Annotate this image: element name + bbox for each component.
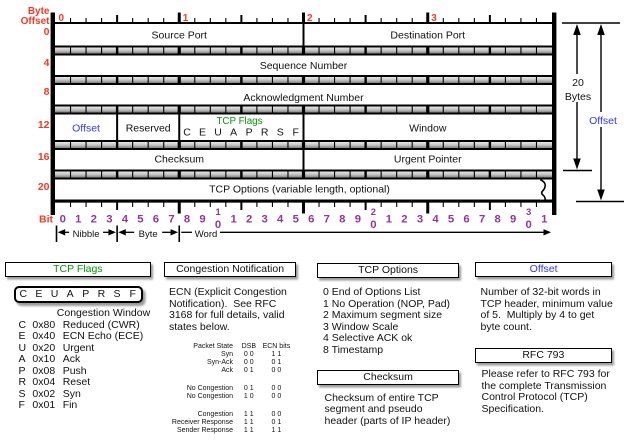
svg-text:16: 16: [38, 151, 50, 163]
svg-text:Offset: Offset: [589, 115, 617, 127]
svg-text:1: 1: [215, 207, 220, 217]
svg-text:3: 3: [417, 213, 423, 225]
svg-text:2: 2: [371, 207, 376, 217]
svg-text:8: 8: [184, 213, 190, 225]
svg-text:Urgent Pointer: Urgent Pointer: [394, 154, 462, 166]
svg-text:E: E: [199, 127, 206, 139]
svg-text:3: 3: [431, 13, 437, 24]
svg-text:20: 20: [572, 77, 584, 89]
svg-text:1: 1: [386, 213, 392, 225]
svg-text:3: 3: [262, 213, 268, 225]
svg-text:7: 7: [324, 213, 330, 225]
svg-text:2: 2: [91, 213, 97, 225]
svg-text:Source Port: Source Port: [152, 30, 208, 42]
svg-text:Byte: Byte: [139, 229, 158, 240]
svg-text:0: 0: [60, 213, 66, 225]
svg-text:9: 9: [355, 213, 361, 225]
svg-text:Acknowledgment Number: Acknowledgment Number: [243, 92, 364, 104]
svg-text:2: 2: [246, 213, 252, 225]
svg-text:4: 4: [432, 213, 439, 225]
svg-text:1: 1: [75, 213, 81, 225]
svg-text:3: 3: [106, 213, 112, 225]
svg-text:U: U: [214, 127, 222, 139]
svg-text:TCP Flags: TCP Flags: [216, 116, 262, 127]
svg-text:Bit: Bit: [39, 213, 54, 225]
svg-text:0: 0: [59, 13, 65, 24]
svg-text:12: 12: [38, 119, 50, 131]
svg-text:R: R: [261, 127, 269, 139]
svg-text:Bytes: Bytes: [565, 91, 591, 103]
svg-text:2: 2: [307, 13, 313, 24]
svg-text:Sequence Number: Sequence Number: [260, 60, 348, 72]
svg-text:0: 0: [370, 219, 376, 231]
svg-text:9: 9: [510, 213, 516, 225]
svg-text:8: 8: [339, 213, 345, 225]
svg-text:1: 1: [230, 213, 236, 225]
svg-text:5: 5: [137, 213, 143, 225]
svg-text:1: 1: [541, 213, 547, 225]
svg-text:P: P: [246, 127, 253, 139]
svg-text:2: 2: [401, 213, 407, 225]
svg-text:A: A: [230, 127, 237, 139]
svg-text:5: 5: [293, 213, 299, 225]
svg-text:S: S: [277, 127, 284, 139]
svg-text:1: 1: [183, 13, 189, 24]
svg-text:3: 3: [526, 207, 531, 217]
svg-text:5: 5: [448, 213, 454, 225]
svg-text:Offset: Offset: [21, 16, 51, 27]
svg-text:Window: Window: [409, 123, 447, 135]
svg-text:6: 6: [153, 213, 159, 225]
svg-text:F: F: [293, 127, 299, 139]
svg-text:Destination Port: Destination Port: [390, 30, 465, 42]
svg-text:0: 0: [526, 219, 532, 231]
svg-text:Word: Word: [195, 229, 218, 240]
svg-text:20: 20: [38, 181, 50, 193]
svg-text:6: 6: [463, 213, 469, 225]
svg-text:4: 4: [277, 213, 284, 225]
svg-text:Byte: Byte: [28, 6, 50, 17]
svg-text:4: 4: [122, 213, 129, 225]
svg-text:Reserved: Reserved: [126, 123, 171, 135]
svg-text:8: 8: [44, 86, 50, 98]
svg-text:6: 6: [308, 213, 314, 225]
svg-text:9: 9: [199, 213, 205, 225]
svg-text:Offset: Offset: [72, 123, 100, 135]
svg-text:Checksum: Checksum: [154, 154, 204, 166]
svg-text:4: 4: [44, 57, 50, 69]
svg-text:8: 8: [494, 213, 500, 225]
svg-text:0: 0: [215, 219, 221, 231]
svg-text:TCP Options (variable length,: TCP Options (variable length, optional): [209, 184, 390, 196]
svg-text:7: 7: [168, 213, 174, 225]
svg-text:7: 7: [479, 213, 485, 225]
svg-text:C: C: [183, 127, 191, 139]
svg-text:Nibble: Nibble: [73, 229, 100, 240]
svg-text:0: 0: [44, 26, 50, 38]
